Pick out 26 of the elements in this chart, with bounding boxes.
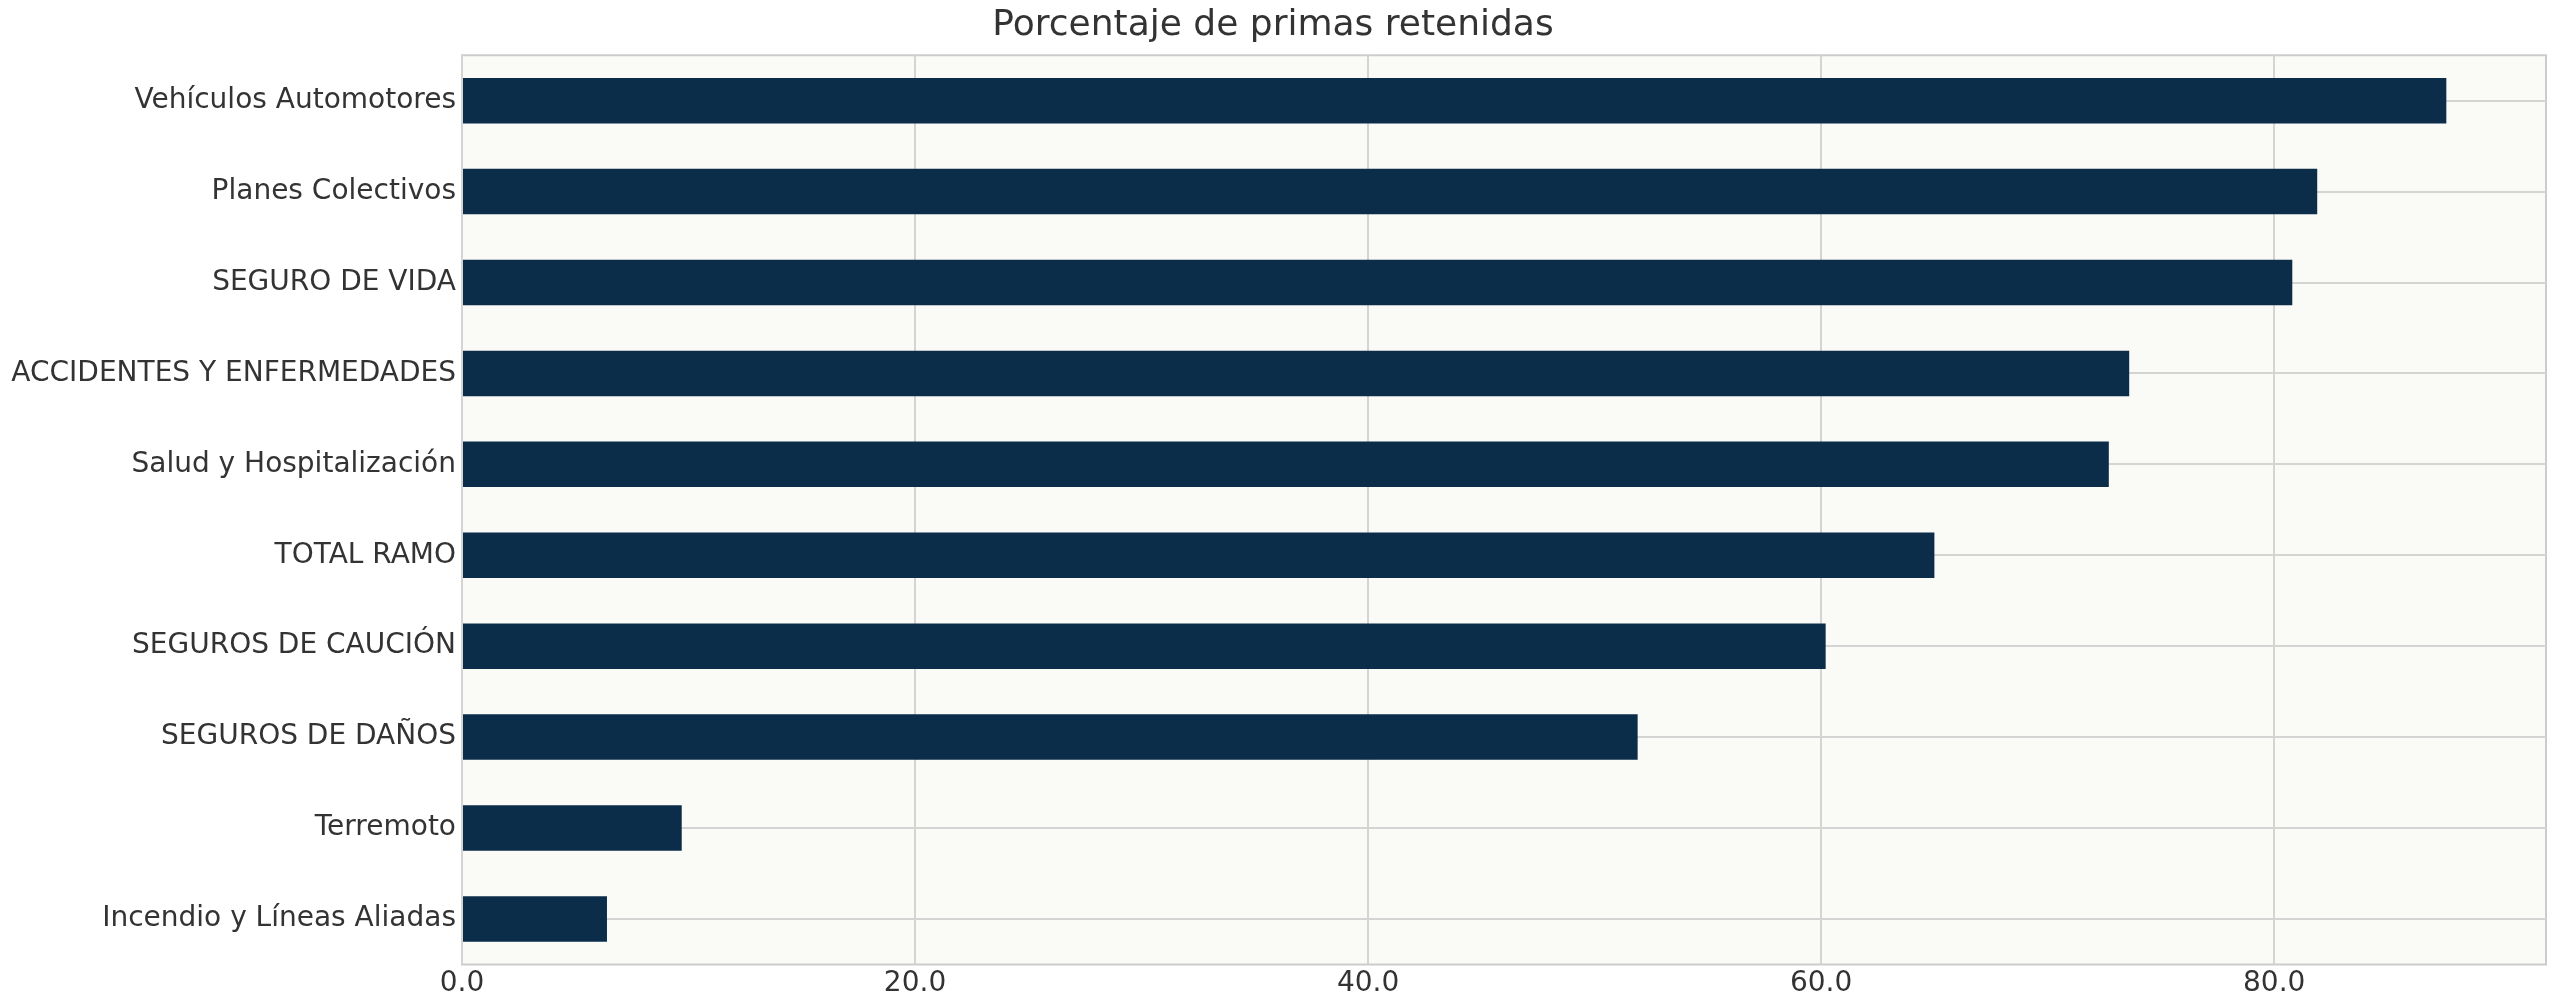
bar: [463, 714, 1638, 760]
x-tick-label: 0.0: [439, 965, 485, 999]
bar: [463, 350, 2130, 397]
y-tick-label: Planes Colectivos: [211, 172, 456, 206]
bar: [463, 896, 607, 942]
x-tick-label: 40.0: [1336, 965, 1400, 999]
x-tick-label: 80.0: [2243, 965, 2306, 999]
y-tick-label: SEGUROS DE DAÑOS: [161, 718, 456, 752]
y-tick-label: Incendio y Líneas Aliadas: [102, 900, 456, 934]
y-tick-label: Terremoto: [313, 809, 456, 843]
bar: [463, 77, 2447, 124]
x-tick-label: 20.0: [883, 965, 947, 999]
bar: [463, 259, 2293, 306]
bar: [463, 532, 1935, 578]
y-tick-label: Salud y Hospitalización: [131, 445, 456, 479]
y-tick-label: ACCIDENTES Y ENFERMEDADES: [11, 354, 456, 388]
bar: [463, 168, 2318, 215]
chart-title: Porcentaje de primas retenidas: [992, 1, 1554, 43]
bar: [463, 441, 2109, 488]
y-tick-label: SEGUROS DE CAUCIÓN: [132, 626, 456, 661]
x-tick-label: 60.0: [1789, 965, 1853, 999]
y-tick-label: TOTAL RAMO: [273, 536, 456, 570]
bar: [463, 623, 1826, 669]
y-tick-label: Vehículos Automotores: [134, 81, 456, 115]
bar: [463, 805, 682, 851]
y-tick-label: SEGURO DE VIDA: [212, 263, 456, 297]
